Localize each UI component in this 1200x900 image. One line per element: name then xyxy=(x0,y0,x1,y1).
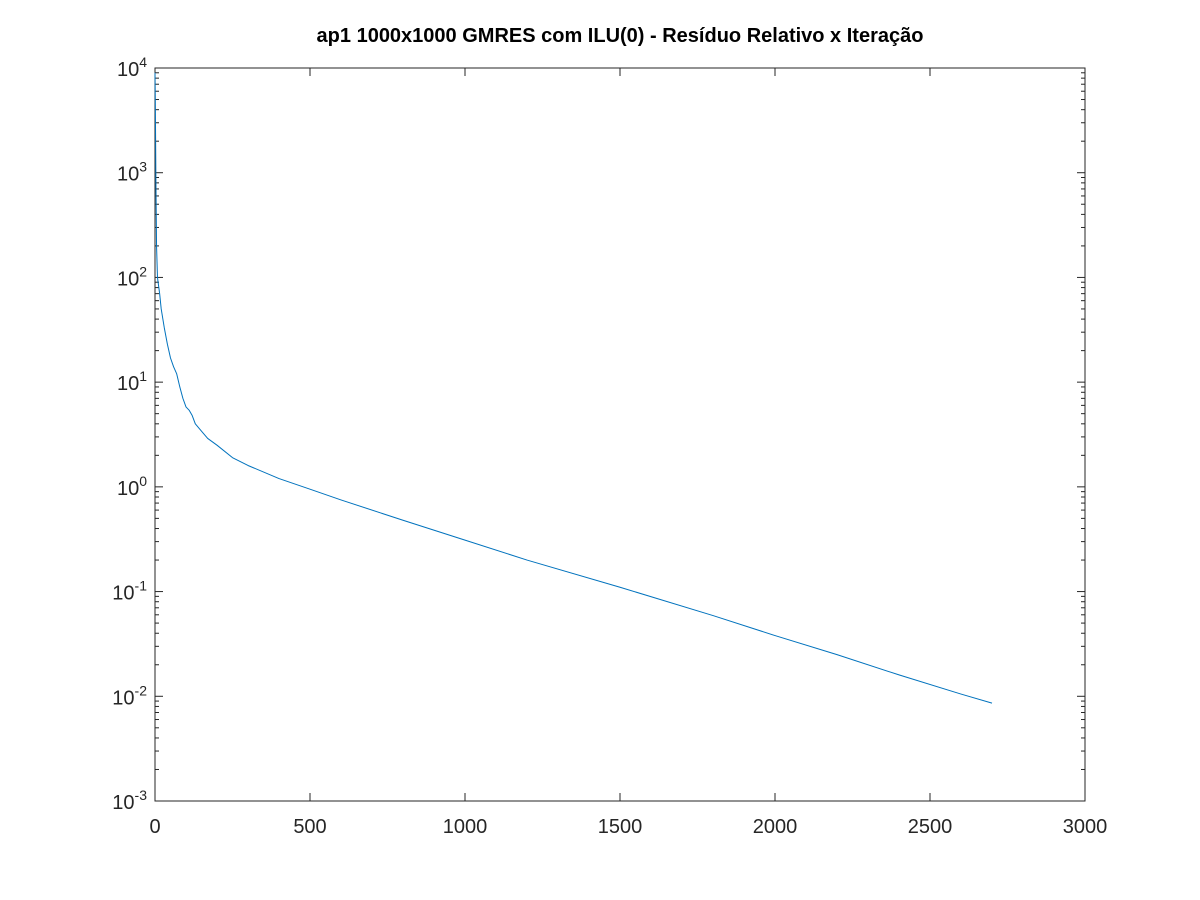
series-line xyxy=(154,72,993,704)
y-tick-label: 10-1 xyxy=(112,578,147,605)
y-tick-label: 101 xyxy=(117,368,147,395)
x-tick-label: 2500 xyxy=(908,816,953,838)
y-tick-exponent: 3 xyxy=(139,159,147,175)
x-tick-label: 0 xyxy=(149,816,160,838)
y-tick-base: 10 xyxy=(112,583,134,605)
y-tick-base: 10 xyxy=(117,59,139,81)
y-tick-exponent: 0 xyxy=(139,473,147,489)
x-tick-label: 2000 xyxy=(753,816,798,838)
y-tick-label: 100 xyxy=(117,473,147,500)
chart-title: ap1 1000x1000 GMRES com ILU(0) - Resíduo… xyxy=(317,25,924,47)
y-tick-label: 104 xyxy=(117,54,147,81)
y-tick-label: 10-3 xyxy=(112,787,147,814)
y-tick-exponent: -2 xyxy=(135,682,148,698)
y-tick-base: 10 xyxy=(117,268,139,290)
y-tick-label: 103 xyxy=(117,159,147,186)
y-tick-exponent: 1 xyxy=(139,368,147,384)
y-tick-base: 10 xyxy=(117,373,139,395)
y-tick-label: 10-2 xyxy=(112,682,147,709)
y-tick-base: 10 xyxy=(112,687,134,709)
x-tick-label: 1500 xyxy=(598,816,643,838)
x-tick-label: 500 xyxy=(293,816,326,838)
y-tick-label: 102 xyxy=(117,263,147,290)
y-tick-exponent: 4 xyxy=(139,54,147,70)
y-tick-exponent: -3 xyxy=(135,787,148,803)
x-tick-label: 3000 xyxy=(1063,816,1108,838)
y-tick-base: 10 xyxy=(117,164,139,186)
plot-area: 0 500 1000 1500 2000 2500 300010-310-210-11001… xyxy=(112,54,1107,838)
x-tick-label: 1000 xyxy=(443,816,488,838)
y-tick-base: 10 xyxy=(117,478,139,500)
y-tick-exponent: -1 xyxy=(135,578,148,594)
y-tick-exponent: 2 xyxy=(139,263,147,279)
y-tick-base: 10 xyxy=(112,792,134,814)
